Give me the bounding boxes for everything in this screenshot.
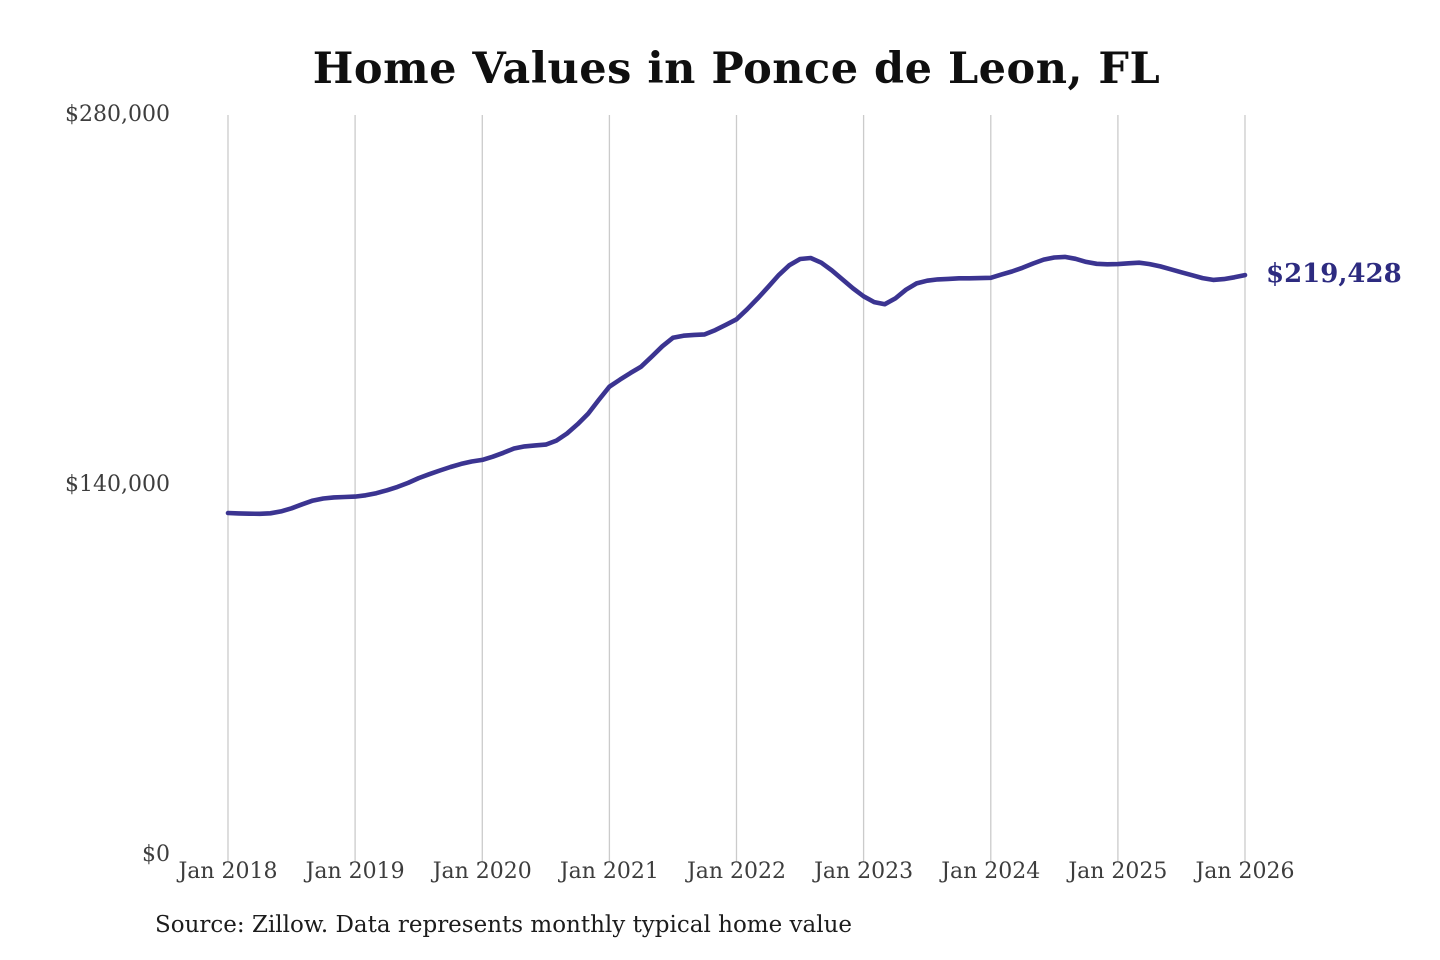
x-axis-tick-label: Jan 2019 (305, 859, 405, 884)
x-axis-tick-label: Jan 2022 (686, 859, 787, 884)
x-axis-tick-label: Jan 2023 (814, 859, 914, 884)
x-axis-tick-label: Jan 2026 (1195, 859, 1295, 884)
chart-title: Home Values in Ponce de Leon, FL (312, 44, 1161, 94)
y-axis-tick-label-0: $0 (142, 842, 170, 867)
x-axis-tick-label: Jan 2024 (941, 859, 1041, 884)
x-axis-tick-label: Jan 2018 (178, 859, 278, 884)
x-axis-tick-label: Jan 2020 (432, 859, 532, 884)
home-value-line-series (225, 254, 1248, 517)
x-axis-tick-label: Jan 2021 (559, 859, 659, 884)
x-axis-tick-label: Jan 2025 (1068, 859, 1168, 884)
y-axis-tick-label-280000: $280,000 (65, 102, 170, 127)
y-axis-tick-label-140000: $140,000 (65, 472, 170, 497)
current-value-label: $219,428 (1266, 259, 1402, 290)
source-note: Source: Zillow. Data represents monthly … (155, 912, 853, 938)
